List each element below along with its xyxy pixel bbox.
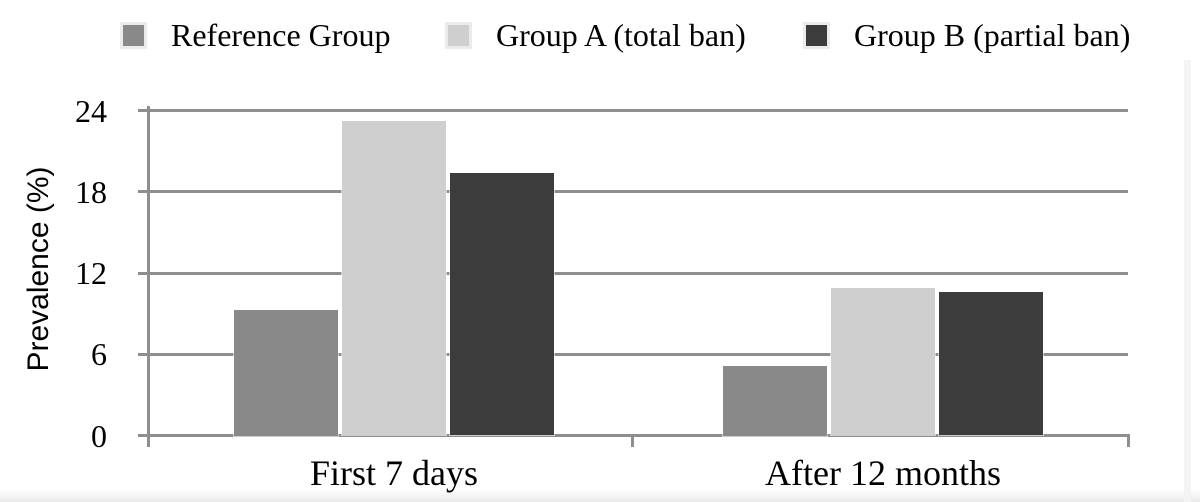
legend-swatch-icon: [445, 21, 472, 49]
bar: [342, 121, 446, 436]
bar: [234, 309, 338, 436]
y-tick-label: 18: [75, 173, 107, 210]
x-axis-tick: [631, 434, 634, 447]
legend-item: Reference Group: [120, 10, 390, 60]
bar: [939, 291, 1043, 436]
bottom-shade-artifact: [0, 489, 1200, 502]
x-category-label: First 7 days: [309, 453, 479, 493]
x-axis-tick: [146, 434, 150, 447]
legend-item: Group B (partial ban): [803, 10, 1130, 60]
legend-swatch-icon: [120, 21, 147, 49]
y-tick-label: 6: [91, 336, 107, 373]
legend-label: Group B (partial ban): [854, 17, 1131, 53]
legend-swatch-icon: [803, 21, 830, 49]
bar: [450, 172, 554, 436]
y-tick-label: 0: [91, 417, 107, 454]
bar: [831, 287, 935, 436]
y-tick-label: 12: [75, 255, 107, 291]
y-axis-line: [147, 106, 150, 446]
bar: [723, 366, 827, 436]
gridline: [138, 271, 1128, 275]
gridline: [138, 352, 1128, 356]
gridline: [138, 109, 1128, 112]
legend-label: Group A (total ban): [496, 17, 746, 53]
x-axis-tick: [1126, 434, 1130, 447]
legend-item: Group A (total ban): [445, 10, 746, 60]
right-shade-artifact: [1184, 60, 1191, 502]
legend-label: Reference Group: [171, 17, 391, 53]
gridline: [138, 190, 1128, 194]
x-category-label: After 12 months: [765, 453, 1001, 493]
y-tick-label: 24: [75, 92, 107, 129]
